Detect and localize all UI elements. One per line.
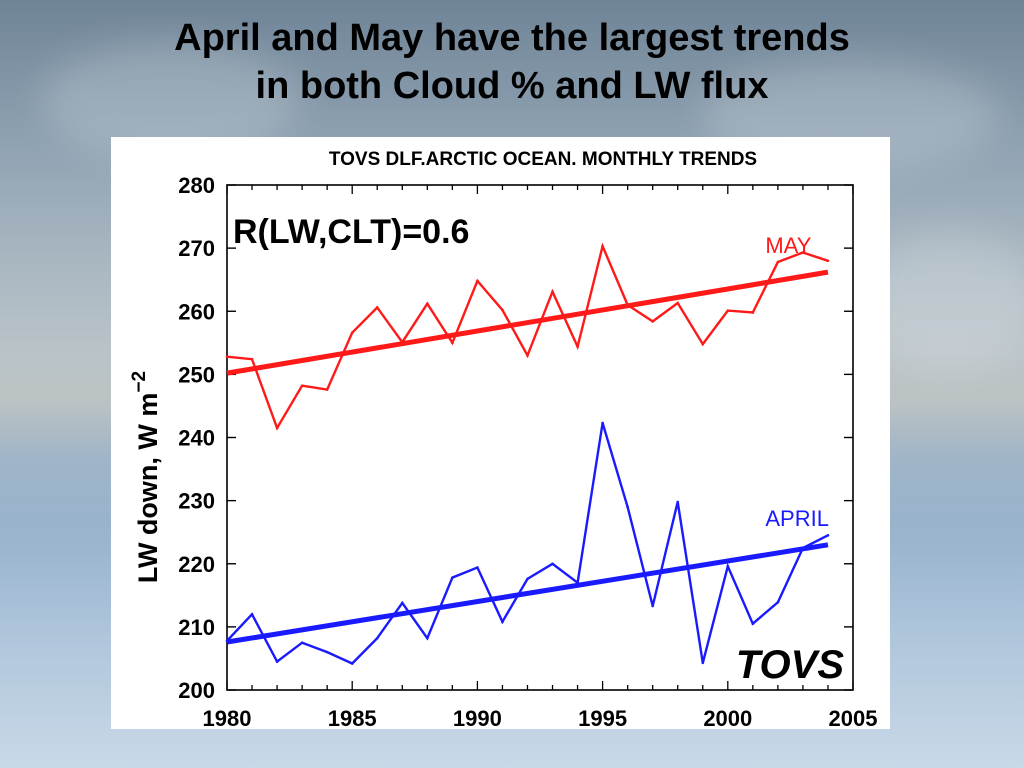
data-point-april (451, 576, 454, 579)
data-point-may (325, 388, 329, 391)
data-point-april (325, 650, 329, 654)
data-point-may (676, 301, 680, 305)
data-point-april (275, 660, 279, 663)
data-point-april (726, 564, 730, 568)
data-point-may (375, 306, 379, 309)
data-point-april (676, 500, 680, 504)
data-point-april (300, 641, 304, 644)
data-point-may (601, 244, 604, 248)
y-tick-label: 240 (178, 426, 215, 451)
data-point-may (225, 355, 229, 358)
series-line-may (226, 242, 829, 431)
data-point-may (250, 357, 254, 361)
plot-frame (226, 184, 854, 691)
data-point-april (350, 662, 354, 665)
slide-title-line-2: in both Cloud % and LW flux (255, 65, 769, 107)
x-tick-label: 2000 (703, 706, 752, 729)
chart-title: TOVS DLF.ARCTIC OCEAN. MONTHLY TRENDS (329, 149, 757, 170)
y-tick-label: 220 (178, 552, 215, 577)
chart-panel: TOVS DLF.ARCTIC OCEAN. MONTHLY TRENDS 20… (111, 137, 890, 729)
plot-area: 200 210 220 230 240 250 260 270 280 1980 1985 1990 1… (178, 173, 877, 729)
y-tick-label: 200 (178, 678, 215, 703)
annotation-r: R(LW,CLT)=0.6 (233, 213, 469, 251)
x-tick-label: 1990 (453, 706, 502, 729)
data-point-april (701, 661, 705, 665)
y-tick-label: 210 (178, 615, 215, 640)
data-point-may (651, 320, 654, 323)
data-point-may (701, 342, 705, 346)
y-tick-label: 230 (178, 489, 215, 514)
chart-svg: TOVS DLF.ARCTIC OCEAN. MONTHLY TRENDS 20… (129, 149, 877, 729)
x-tick-label: 2005 (829, 706, 878, 729)
data-point-may (275, 426, 279, 430)
data-point-april (476, 566, 479, 569)
y-tick-label: 250 (178, 362, 215, 387)
trend-line-april (226, 542, 829, 645)
data-point-april (426, 636, 429, 640)
data-point-april (626, 505, 629, 509)
y-tick-label: 270 (178, 236, 215, 261)
data-point-april (776, 600, 780, 604)
x-tick-label: 1985 (328, 706, 377, 729)
y-axis-label-sup: −2 (129, 371, 150, 393)
data-point-may (476, 279, 479, 283)
tovs-watermark: TOVS (736, 643, 845, 687)
y-axis-label-text: LW down, W m (133, 393, 163, 583)
legend-label-april: APRIL (765, 506, 829, 531)
data-point-may (551, 290, 554, 293)
data-point-may (426, 302, 429, 305)
data-point-may (726, 309, 730, 312)
legend-label-may: MAY (765, 233, 811, 258)
y-tick-label: 280 (178, 173, 215, 198)
data-point-may (776, 260, 780, 264)
data-point-april (501, 620, 504, 624)
y-tick-label: 260 (178, 299, 215, 324)
data-point-april (375, 636, 379, 640)
x-tick-label: 1980 (203, 706, 252, 729)
data-point-may (751, 311, 755, 314)
x-tick-label: 1995 (578, 706, 627, 729)
data-point-may (576, 345, 579, 348)
data-point-may (350, 331, 354, 335)
data-point-april (400, 601, 404, 605)
data-point-april (250, 612, 254, 616)
slide-title-line-1: April and May have the largest trends (174, 17, 850, 59)
y-axis-label: LW down, W m−2 (129, 371, 163, 583)
data-point-april (651, 604, 654, 608)
data-point-april (601, 421, 604, 425)
data-point-may (801, 251, 805, 254)
data-point-april (826, 534, 830, 537)
slide-title: April and May have the largest trends in… (0, 14, 1024, 110)
data-point-may (451, 341, 454, 345)
trend-line-may (226, 269, 829, 376)
data-point-may (501, 308, 504, 312)
data-point-may (300, 384, 304, 388)
data-point-april (526, 577, 529, 581)
data-point-may (826, 259, 830, 263)
data-point-april (551, 562, 554, 566)
data-point-april (751, 622, 755, 626)
data-point-may (526, 354, 529, 357)
